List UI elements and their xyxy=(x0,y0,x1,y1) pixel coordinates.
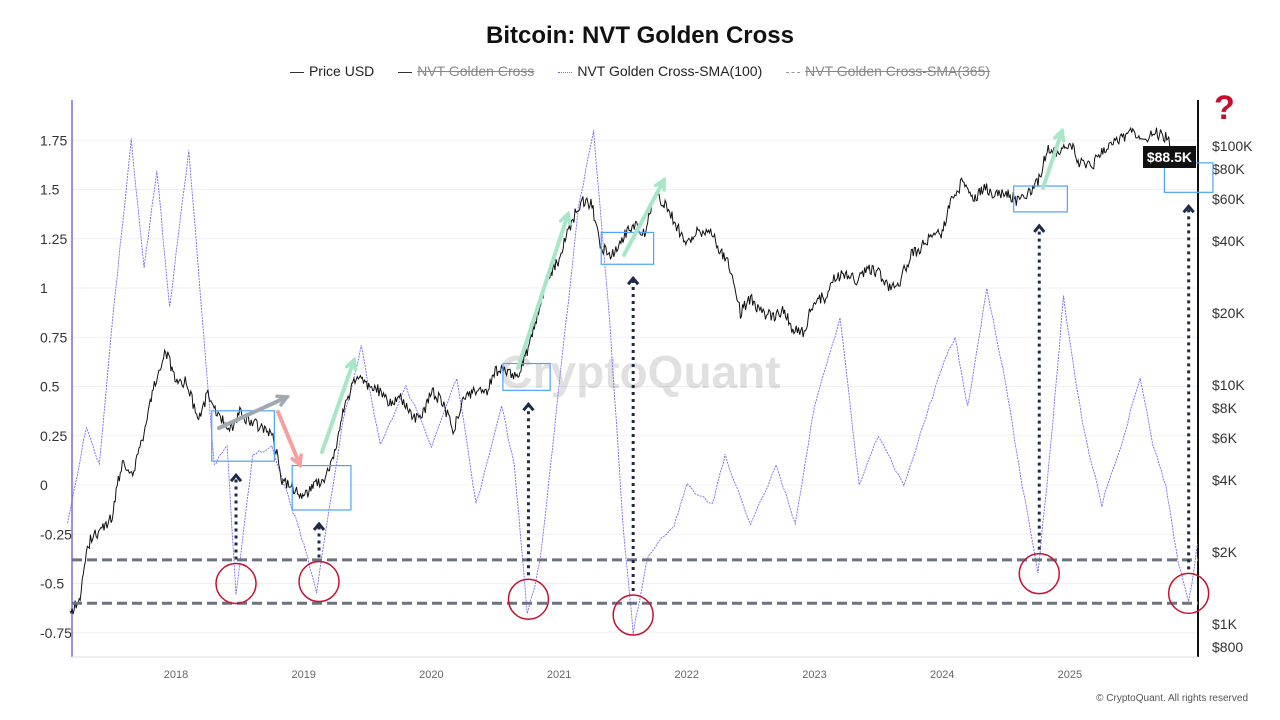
y-right-tick-label: $20K xyxy=(1212,305,1245,321)
arrow-head-icon xyxy=(1182,203,1195,214)
y-left-tick-label: -0.75 xyxy=(40,625,72,641)
highlight-box xyxy=(211,410,275,462)
series-sma100-line xyxy=(67,130,1199,635)
y-left-tick-label: 1 xyxy=(40,280,48,296)
copyright: © CryptoQuant. All rights reserved xyxy=(1096,693,1248,704)
watermark: CryptoQuant xyxy=(499,346,780,398)
y-left-tick-label: 0.5 xyxy=(40,379,60,395)
trend-arrow-head-icon xyxy=(653,176,666,192)
legend-swatch xyxy=(289,71,304,73)
trend-arrow xyxy=(276,410,302,467)
x-tick-label: 2022 xyxy=(675,669,699,681)
arrow-head-icon xyxy=(627,275,640,286)
low-circle xyxy=(612,594,654,636)
trend-arrow-head-icon xyxy=(290,453,303,469)
arrow-head-icon xyxy=(229,472,243,483)
y-left-tick-label: 0.25 xyxy=(40,428,67,444)
highlight-box xyxy=(291,465,352,511)
legend-item-price[interactable]: Price USD xyxy=(289,63,375,79)
legend-label: Price USD xyxy=(308,63,375,79)
y-right-tick-label: $80K xyxy=(1212,161,1245,177)
highlight-box xyxy=(600,231,655,265)
legend-label: NVT Golden Cross xyxy=(417,63,535,79)
y-left-tick-label: 1.25 xyxy=(40,231,67,247)
y-right-tick-label: $100K xyxy=(1212,138,1253,154)
legend-item-sma100[interactable]: NVT Golden Cross-SMA(100) xyxy=(558,63,762,79)
trend-arrow-head-icon xyxy=(1052,127,1066,143)
y-right-tick-label: $60K xyxy=(1212,191,1245,207)
arrow-head-icon xyxy=(312,521,326,531)
x-tick-label: 2019 xyxy=(291,669,315,681)
y-right-tick-label: $8K xyxy=(1212,400,1238,416)
legend-swatch xyxy=(786,71,801,73)
y-right-tick-label: $2K xyxy=(1212,544,1238,560)
trend-arrow xyxy=(320,358,356,454)
y-left-tick-label: -0.25 xyxy=(40,526,72,542)
y-left-tick-label: 1.5 xyxy=(40,182,60,198)
legend-swatch xyxy=(398,71,413,73)
trend-arrow-head-icon xyxy=(344,356,358,372)
x-tick-label: 2018 xyxy=(164,669,188,681)
x-tick-label: 2020 xyxy=(419,669,443,681)
trend-arrow xyxy=(1041,129,1064,190)
low-circle xyxy=(215,562,257,605)
legend-swatch xyxy=(558,71,573,73)
y-right-tick-label: $6K xyxy=(1212,430,1238,446)
trend-arrow-head-icon xyxy=(275,394,291,407)
trend-arrow xyxy=(217,395,289,430)
y-right-tick-label: $1K xyxy=(1212,616,1238,632)
y-left-tick-label: 0 xyxy=(40,477,48,493)
legend-label: NVT Golden Cross-SMA(365) xyxy=(805,63,991,79)
series-price-line xyxy=(69,126,1188,615)
legend-label: NVT Golden Cross-SMA(100) xyxy=(577,63,763,79)
y-right-tick-label: $800 xyxy=(1212,639,1243,655)
x-tick-label: 2023 xyxy=(802,669,826,681)
question-mark: ? xyxy=(1214,89,1235,127)
y-left-tick-label: 1.75 xyxy=(40,132,67,148)
chart-title: Bitcoin: NVT Golden Cross xyxy=(485,22,794,49)
legend: Price USD NVT Golden Cross NVT Golden Cr… xyxy=(0,63,1280,79)
y-right-tick-label: $10K xyxy=(1212,377,1245,393)
y-left-tick-label: -0.5 xyxy=(40,576,64,592)
legend-item-nvt[interactable]: NVT Golden Cross xyxy=(398,63,534,79)
trend-arrow xyxy=(622,178,666,257)
low-circle xyxy=(507,578,550,621)
y-right-tick-label: $4K xyxy=(1212,472,1238,488)
highlight-box xyxy=(1013,185,1068,213)
arrow-head-icon xyxy=(1033,223,1046,233)
low-circle xyxy=(1018,552,1061,595)
low-circle xyxy=(298,560,340,603)
trend-arrow-head-icon xyxy=(558,210,572,226)
x-tick-label: 2025 xyxy=(1058,669,1082,681)
x-tick-label: 2024 xyxy=(930,669,954,681)
highlight-box xyxy=(502,362,551,391)
x-tick-label: 2021 xyxy=(547,669,571,681)
low-circle xyxy=(1167,572,1210,615)
y-left-tick-label: 0.75 xyxy=(40,329,67,345)
y-right-tick-label: $40K xyxy=(1212,233,1245,249)
current-price-label: $88.5K xyxy=(1142,146,1196,168)
legend-item-sma365[interactable]: NVT Golden Cross-SMA(365) xyxy=(786,63,990,79)
trend-arrow xyxy=(516,212,570,370)
arrow-head-icon xyxy=(522,401,535,412)
